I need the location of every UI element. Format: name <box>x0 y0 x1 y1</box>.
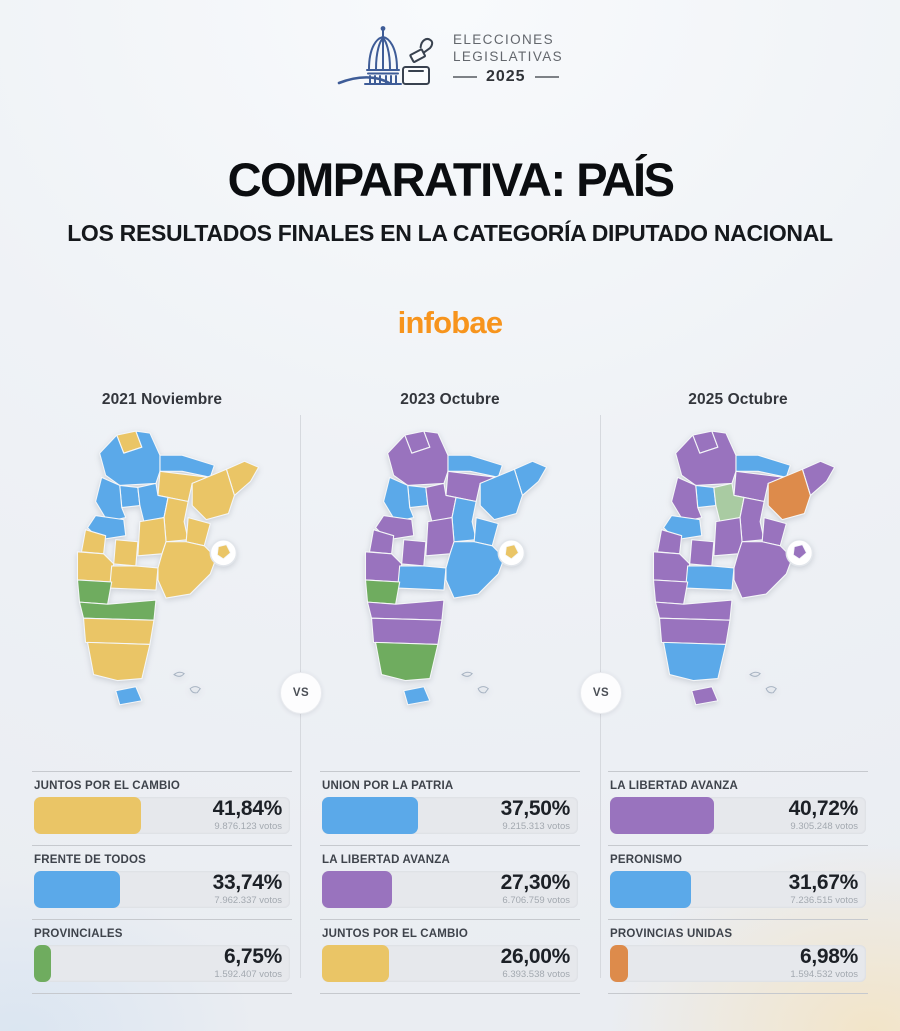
votes-value: 1.592.407 votos <box>214 969 282 980</box>
bar-values: 41,84% 9.876.123 votos <box>212 797 283 833</box>
argentina-map-2025 <box>608 421 868 743</box>
dash-right <box>534 75 559 78</box>
bar-fill <box>34 797 142 834</box>
infobae-logo: infobae <box>397 305 503 340</box>
logo-year: 2025 <box>485 67 526 85</box>
party-label: PERONISMO <box>610 854 683 866</box>
bar-fill <box>34 945 52 982</box>
result-row: JUNTOS POR EL CAMBIO 26,00% 6.393.538 vo… <box>320 919 580 993</box>
party-label: LA LIBERTAD AVANZA <box>610 780 738 792</box>
percent-value: 6,98% <box>799 945 858 968</box>
bar-fill <box>322 871 392 908</box>
party-label: JUNTOS POR EL CAMBIO <box>34 780 181 792</box>
percent-value: 33,74% <box>212 871 283 894</box>
bar-values: 33,74% 7.962.337 votos <box>212 871 283 907</box>
percent-value: 31,67% <box>788 871 859 894</box>
votes-value: 6.706.759 votos <box>502 895 570 906</box>
bar-values: 37,50% 9.215.313 votos <box>500 797 571 833</box>
bar-fill <box>610 945 628 982</box>
result-row: PROVINCIAS UNIDAS 6,98% 1.594.532 votos <box>608 919 868 993</box>
percent-value: 26,00% <box>500 945 571 968</box>
page-title: COMPARATIVA: PAÍS <box>0 156 900 203</box>
result-row: UNION POR LA PATRIA 37,50% 9.215.313 vot… <box>320 771 580 845</box>
page-title-bold: COMPARATIVA: <box>227 153 567 206</box>
result-row: PROVINCIALES 6,75% 1.592.407 votos <box>32 919 292 993</box>
result-row: LA LIBERTAD AVANZA 40,72% 9.305.248 voto… <box>608 771 868 845</box>
comparison-columns: VS VS 2021 Noviembre JUNTOS POR EL CAMBI… <box>0 391 900 994</box>
percent-value: 27,30% <box>500 871 571 894</box>
logo-text-block: ELECCIONES LEGISLATIVAS 2025 <box>452 31 564 86</box>
bar-values: 31,67% 7.236.515 votos <box>788 871 859 907</box>
votes-value: 1.594.532 votos <box>790 969 858 980</box>
party-label: JUNTOS POR EL CAMBIO <box>322 928 469 940</box>
bar-track: 37,50% 9.215.313 votos <box>322 797 578 834</box>
votes-value: 7.962.337 votos <box>214 895 282 906</box>
votes-value: 9.876.123 votos <box>214 821 282 832</box>
bar-track: 41,84% 9.876.123 votos <box>34 797 290 834</box>
bar-values: 6,75% 1.592.407 votos <box>214 945 282 981</box>
votes-value: 6.393.538 votos <box>502 969 570 980</box>
result-row: LA LIBERTAD AVANZA 27,30% 6.706.759 voto… <box>320 845 580 919</box>
column-2025: 2025 Octubre LA LIBERTAD AVANZA 40,72% 9… <box>594 391 882 994</box>
argentina-map-2023 <box>320 421 580 743</box>
percent-value: 40,72% <box>788 797 859 820</box>
bar-track: 40,72% 9.305.248 votos <box>610 797 866 834</box>
votes-value: 7.236.515 votos <box>790 895 858 906</box>
party-label: PROVINCIAS UNIDAS <box>610 928 733 940</box>
bar-fill <box>322 797 418 834</box>
results-2025: LA LIBERTAD AVANZA 40,72% 9.305.248 voto… <box>608 771 868 994</box>
year-label-2025: 2025 Octubre <box>688 391 788 408</box>
result-row: JUNTOS POR EL CAMBIO 41,84% 9.876.123 vo… <box>32 771 292 845</box>
results-2023: UNION POR LA PATRIA 37,50% 9.215.313 vot… <box>320 771 580 994</box>
column-2023: 2023 Octubre UNION POR LA PATRIA 37,50% … <box>306 391 594 994</box>
vs-badge-1: VS <box>280 672 322 714</box>
bar-fill <box>34 871 121 908</box>
results-2021: JUNTOS POR EL CAMBIO 41,84% 9.876.123 vo… <box>32 771 292 994</box>
votes-value: 9.215.313 votos <box>502 821 570 832</box>
bar-fill <box>322 945 389 982</box>
party-label: LA LIBERTAD AVANZA <box>322 854 450 866</box>
bar-values: 6,98% 1.594.532 votos <box>790 945 858 981</box>
bar-track: 31,67% 7.236.515 votos <box>610 871 866 908</box>
bar-values: 27,30% 6.706.759 votos <box>500 871 571 907</box>
result-row: FRENTE DE TODOS 33,74% 7.962.337 votos <box>32 845 292 919</box>
bar-values: 40,72% 9.305.248 votos <box>788 797 859 833</box>
dash-left <box>452 75 477 78</box>
logo-line-2: LEGISLATIVAS <box>452 48 564 64</box>
party-label: FRENTE DE TODOS <box>34 854 147 866</box>
bar-track: 6,75% 1.592.407 votos <box>34 945 290 982</box>
bar-fill <box>610 871 692 908</box>
party-label: PROVINCIALES <box>34 928 123 940</box>
logo-year-row: 2025 <box>452 67 563 86</box>
percent-value: 37,50% <box>500 797 571 820</box>
congress-dome-ballot-icon <box>337 26 434 85</box>
bar-track: 6,98% 1.594.532 votos <box>610 945 866 982</box>
bar-values: 26,00% 6.393.538 votos <box>500 945 571 981</box>
year-label-2023: 2023 Octubre <box>400 391 500 408</box>
bar-fill <box>610 797 715 834</box>
elections-logo: ELECCIONES LEGISLATIVAS 2025 <box>0 0 900 100</box>
party-label: UNION POR LA PATRIA <box>322 780 454 792</box>
bar-track: 26,00% 6.393.538 votos <box>322 945 578 982</box>
votes-value: 9.305.248 votos <box>790 821 858 832</box>
page-title-regular: PAÍS <box>576 153 675 206</box>
logo-line-1: ELECCIONES <box>452 31 554 47</box>
percent-value: 41,84% <box>212 797 283 820</box>
argentina-map-2021 <box>32 421 292 743</box>
column-2021: 2021 Noviembre JUNTOS POR EL CAMBIO 41,8… <box>18 391 306 994</box>
year-label-2021: 2021 Noviembre <box>101 391 223 408</box>
bar-track: 27,30% 6.706.759 votos <box>322 871 578 908</box>
bar-track: 33,74% 7.962.337 votos <box>34 871 290 908</box>
percent-value: 6,75% <box>223 945 282 968</box>
page-subtitle: LOS RESULTADOS FINALES EN LA CATEGORÍA D… <box>67 220 833 246</box>
result-row: PERONISMO 31,67% 7.236.515 votos <box>608 845 868 919</box>
vs-badge-2: VS <box>580 672 622 714</box>
